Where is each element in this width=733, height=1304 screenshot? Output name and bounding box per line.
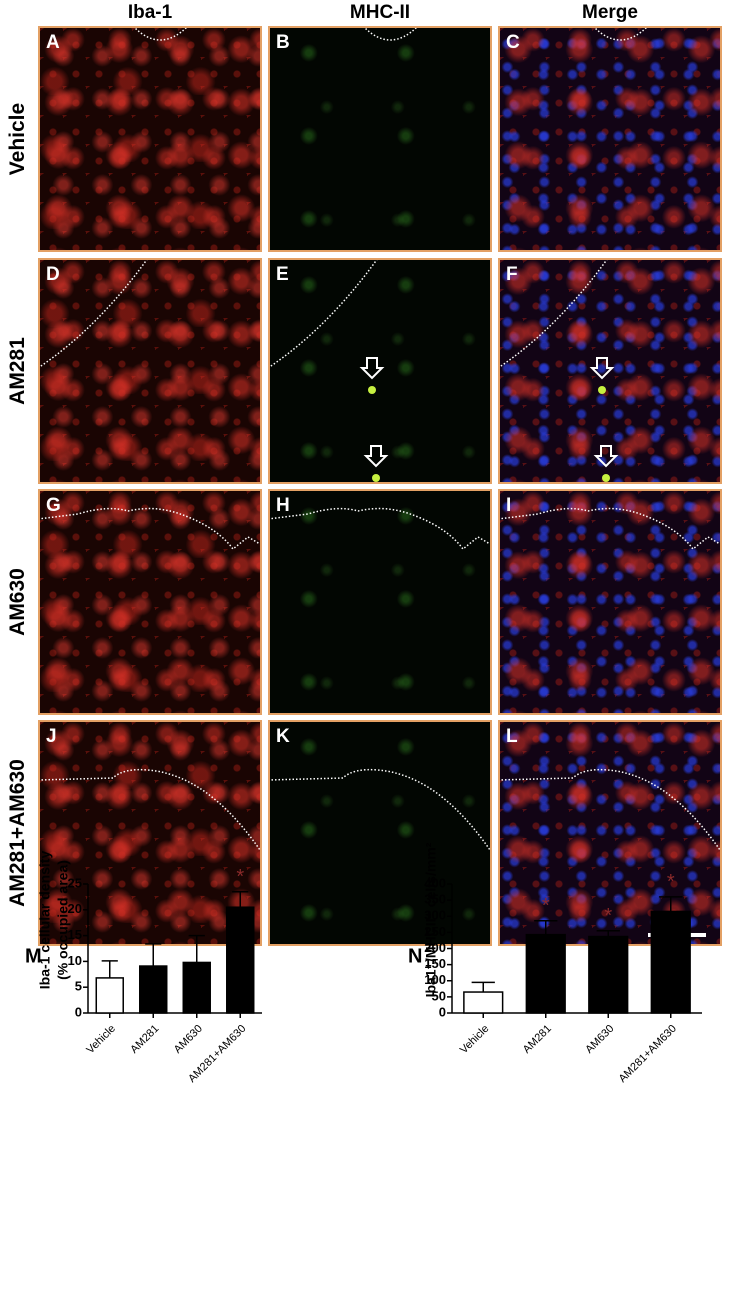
bar (226, 906, 255, 1014)
panel-letter: H (276, 495, 290, 516)
micrograph: D (38, 258, 262, 484)
micrograph: C (498, 26, 722, 252)
panel-letter: A (46, 32, 60, 53)
column-header: Merge (582, 2, 638, 23)
panel-letter: K (276, 726, 290, 747)
cell (602, 474, 610, 482)
x-tick-label: AM630 (172, 1023, 205, 1056)
y-tick-label: 200 (424, 940, 446, 955)
boundary (270, 260, 378, 368)
panel-letter: E (276, 264, 289, 285)
significance-mark: * (604, 905, 612, 927)
significance-mark: * (236, 866, 244, 888)
bar (525, 933, 566, 1014)
boundary (500, 260, 608, 368)
overlay (594, 28, 647, 41)
overlay (40, 768, 260, 851)
cell (368, 386, 376, 394)
micrograph: A (38, 26, 262, 252)
micrograph: B (268, 26, 492, 252)
bar (588, 935, 629, 1014)
chart-label: N (408, 945, 422, 967)
panel-letter: G (46, 495, 61, 516)
cell (372, 474, 380, 482)
x-tick-label: AM630 (583, 1023, 616, 1056)
y-tick-label: 300 (424, 908, 446, 923)
overlay (270, 768, 490, 851)
y-tick-label: 25 (68, 875, 82, 890)
panel-letter: D (46, 264, 60, 285)
y-tick-label: 350 (424, 892, 446, 907)
overlay (364, 28, 417, 41)
y-tick-label: 250 (424, 924, 446, 939)
arrow (589, 357, 615, 380)
boundary (40, 768, 260, 851)
x-tick-label: AM281 (128, 1023, 161, 1056)
chart-label: M (25, 945, 42, 967)
overlay (40, 260, 148, 368)
arrow (359, 357, 385, 380)
micrograph: I (498, 489, 722, 715)
boundary (134, 28, 187, 41)
column-header: MHC-II (349, 2, 411, 23)
panel-letter: F (506, 264, 518, 285)
boundary (270, 768, 490, 851)
column-header: Iba-1 (127, 2, 173, 23)
x-tick-label: Vehicle (458, 1023, 492, 1057)
micrograph: G (38, 489, 262, 715)
micrograph: K (268, 720, 492, 946)
boundary (500, 768, 720, 851)
significance-mark: * (542, 895, 550, 917)
panel-letter: C (506, 32, 520, 53)
micrograph: L (498, 720, 722, 946)
panel-letter: J (46, 726, 57, 747)
boundary (364, 28, 417, 41)
y-tick-label: 15 (68, 927, 82, 942)
cell (598, 386, 606, 394)
x-tick-label: AM281 (521, 1023, 554, 1056)
y-tick-label: 400 (424, 875, 446, 890)
panel-letter: B (276, 32, 290, 53)
micrograph: F (498, 258, 722, 484)
y-tick-label: 5 (75, 979, 82, 994)
significance-mark: * (667, 871, 675, 893)
panel-letter: I (506, 495, 512, 516)
bar (182, 961, 211, 1014)
x-tick-label: Vehicle (84, 1023, 118, 1057)
y-tick-label: 0 (439, 1004, 446, 1019)
overlay (270, 260, 389, 482)
bar (463, 991, 504, 1014)
micrograph: E (268, 258, 492, 484)
bar (650, 910, 691, 1014)
arrow (593, 445, 619, 468)
bar (139, 965, 168, 1014)
boundary (594, 28, 647, 41)
overlay (134, 28, 187, 41)
boundary (40, 260, 148, 368)
y-axis-label: Iba-1 cellular density (37, 851, 53, 990)
bar (95, 977, 124, 1014)
x-tick-label: AM281+AM630 (617, 1023, 679, 1085)
y-tick-label: 10 (68, 953, 82, 968)
micrograph: J (38, 720, 262, 946)
y-tick-label: 100 (424, 972, 446, 987)
panel-letter: L (506, 726, 518, 747)
y-tick-label: 0 (75, 1004, 82, 1019)
y-axis-label: Iba1⁺/MHCII⁺ cells/mm² (423, 842, 439, 997)
y-tick-label: 20 (68, 901, 82, 916)
arrow (363, 445, 389, 468)
y-tick-label: 150 (424, 956, 446, 971)
micrograph: H (268, 489, 492, 715)
overlay (500, 260, 619, 482)
y-axis-label: (% occupied area) (55, 860, 71, 980)
y-tick-label: 50 (432, 988, 446, 1003)
